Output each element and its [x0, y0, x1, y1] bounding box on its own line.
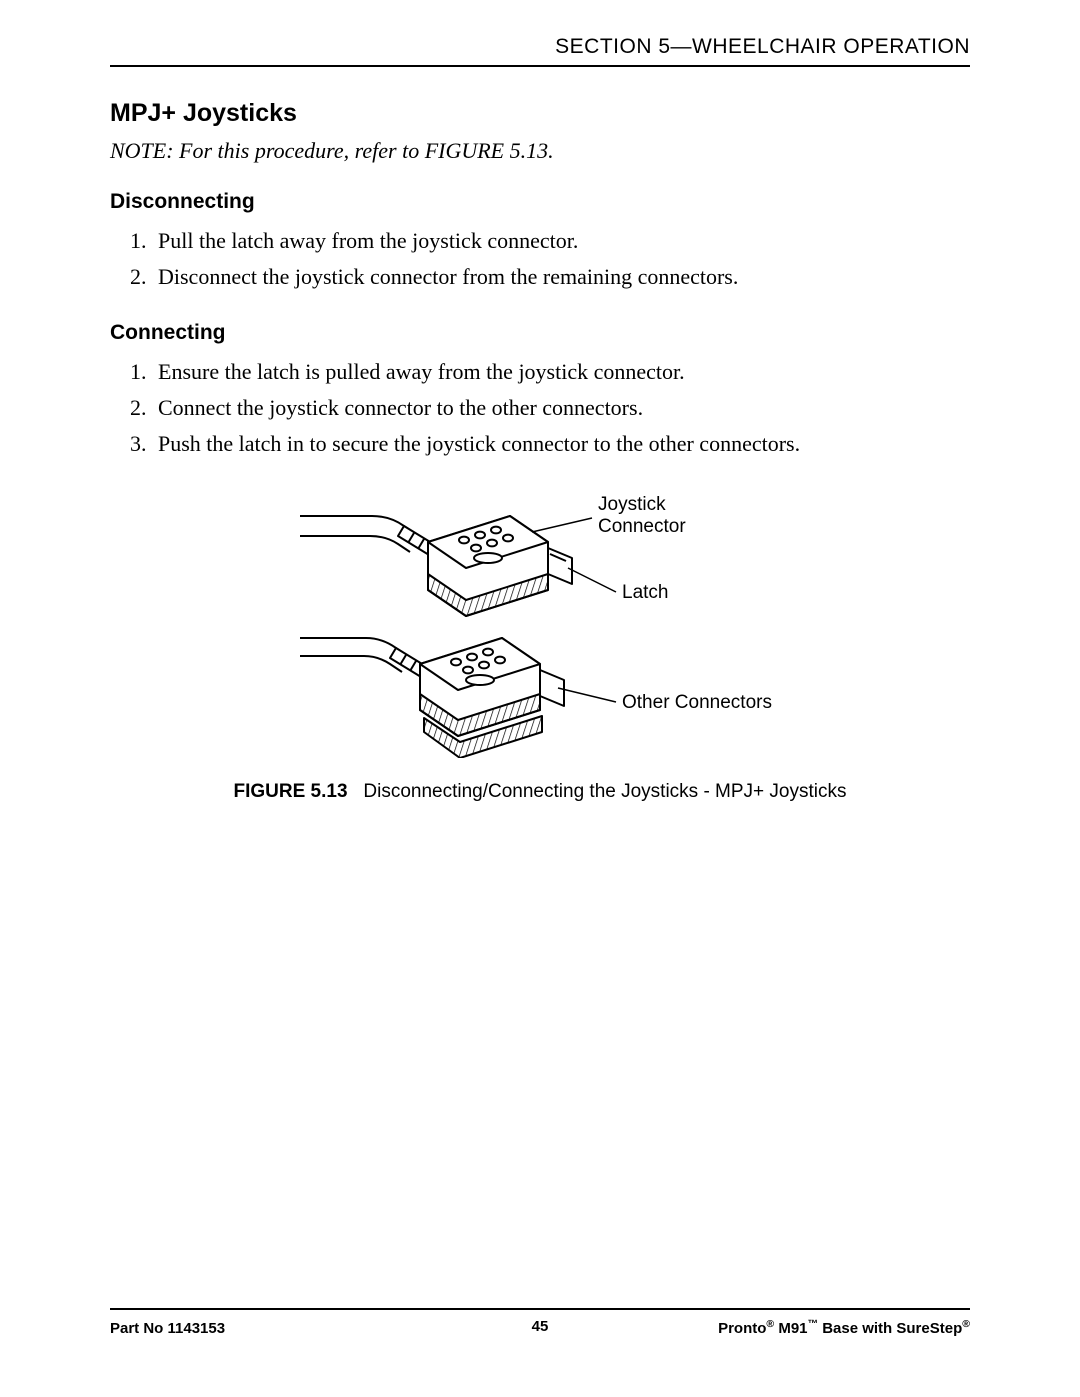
- disconnecting-heading: Disconnecting: [110, 190, 970, 214]
- connector-diagram: Joystick Connector Latch Other Connector…: [300, 488, 780, 758]
- figure-5-13: Joystick Connector Latch Other Connector…: [110, 488, 970, 803]
- tm-mark-icon: ™: [808, 1318, 819, 1330]
- label-latch: Latch: [622, 582, 668, 603]
- connecting-steps: Ensure the latch is pulled away from the…: [110, 357, 970, 458]
- page-title: MPJ+ Joysticks: [110, 99, 970, 128]
- footer-product-mid: Base with SureStep: [818, 1320, 962, 1337]
- label-other-connectors: Other Connectors: [622, 692, 772, 713]
- procedure-note: NOTE: For this procedure, refer to FIGUR…: [110, 138, 970, 164]
- list-item: Connect the joystick connector to the ot…: [152, 393, 970, 423]
- footer-product-prefix: Pronto: [718, 1320, 766, 1337]
- list-item: Disconnect the joystick connector from t…: [152, 262, 970, 292]
- disconnecting-steps: Pull the latch away from the joystick co…: [110, 226, 970, 291]
- section-header: SECTION 5—WHEELCHAIR OPERATION: [110, 35, 970, 67]
- label-joystick-connector-1: Joystick: [598, 494, 666, 515]
- label-joystick-connector-2: Connector: [598, 516, 686, 537]
- list-item: Ensure the latch is pulled away from the…: [152, 357, 970, 387]
- figure-caption-text: Disconnecting/Connecting the Joysticks -…: [363, 781, 846, 802]
- footer-product-model: M91: [774, 1320, 807, 1337]
- reg-mark-icon: ®: [962, 1318, 970, 1330]
- page-footer: Part No 1143153 45 Pronto® M91™ Base wit…: [110, 1308, 970, 1337]
- list-item: Push the latch in to secure the joystick…: [152, 429, 970, 459]
- list-item: Pull the latch away from the joystick co…: [152, 226, 970, 256]
- other-connectors-icon: [300, 638, 564, 758]
- figure-caption: FIGURE 5.13 Disconnecting/Connecting the…: [110, 781, 970, 803]
- joystick-connector-icon: [300, 516, 572, 616]
- reg-mark-icon: ®: [766, 1318, 774, 1330]
- footer-product: Pronto® M91™ Base with SureStep®: [718, 1318, 970, 1337]
- connecting-heading: Connecting: [110, 321, 970, 345]
- figure-number: FIGURE 5.13: [234, 781, 348, 802]
- footer-part-no: Part No 1143153: [110, 1320, 225, 1337]
- document-page: SECTION 5—WHEELCHAIR OPERATION MPJ+ Joys…: [0, 0, 1080, 1397]
